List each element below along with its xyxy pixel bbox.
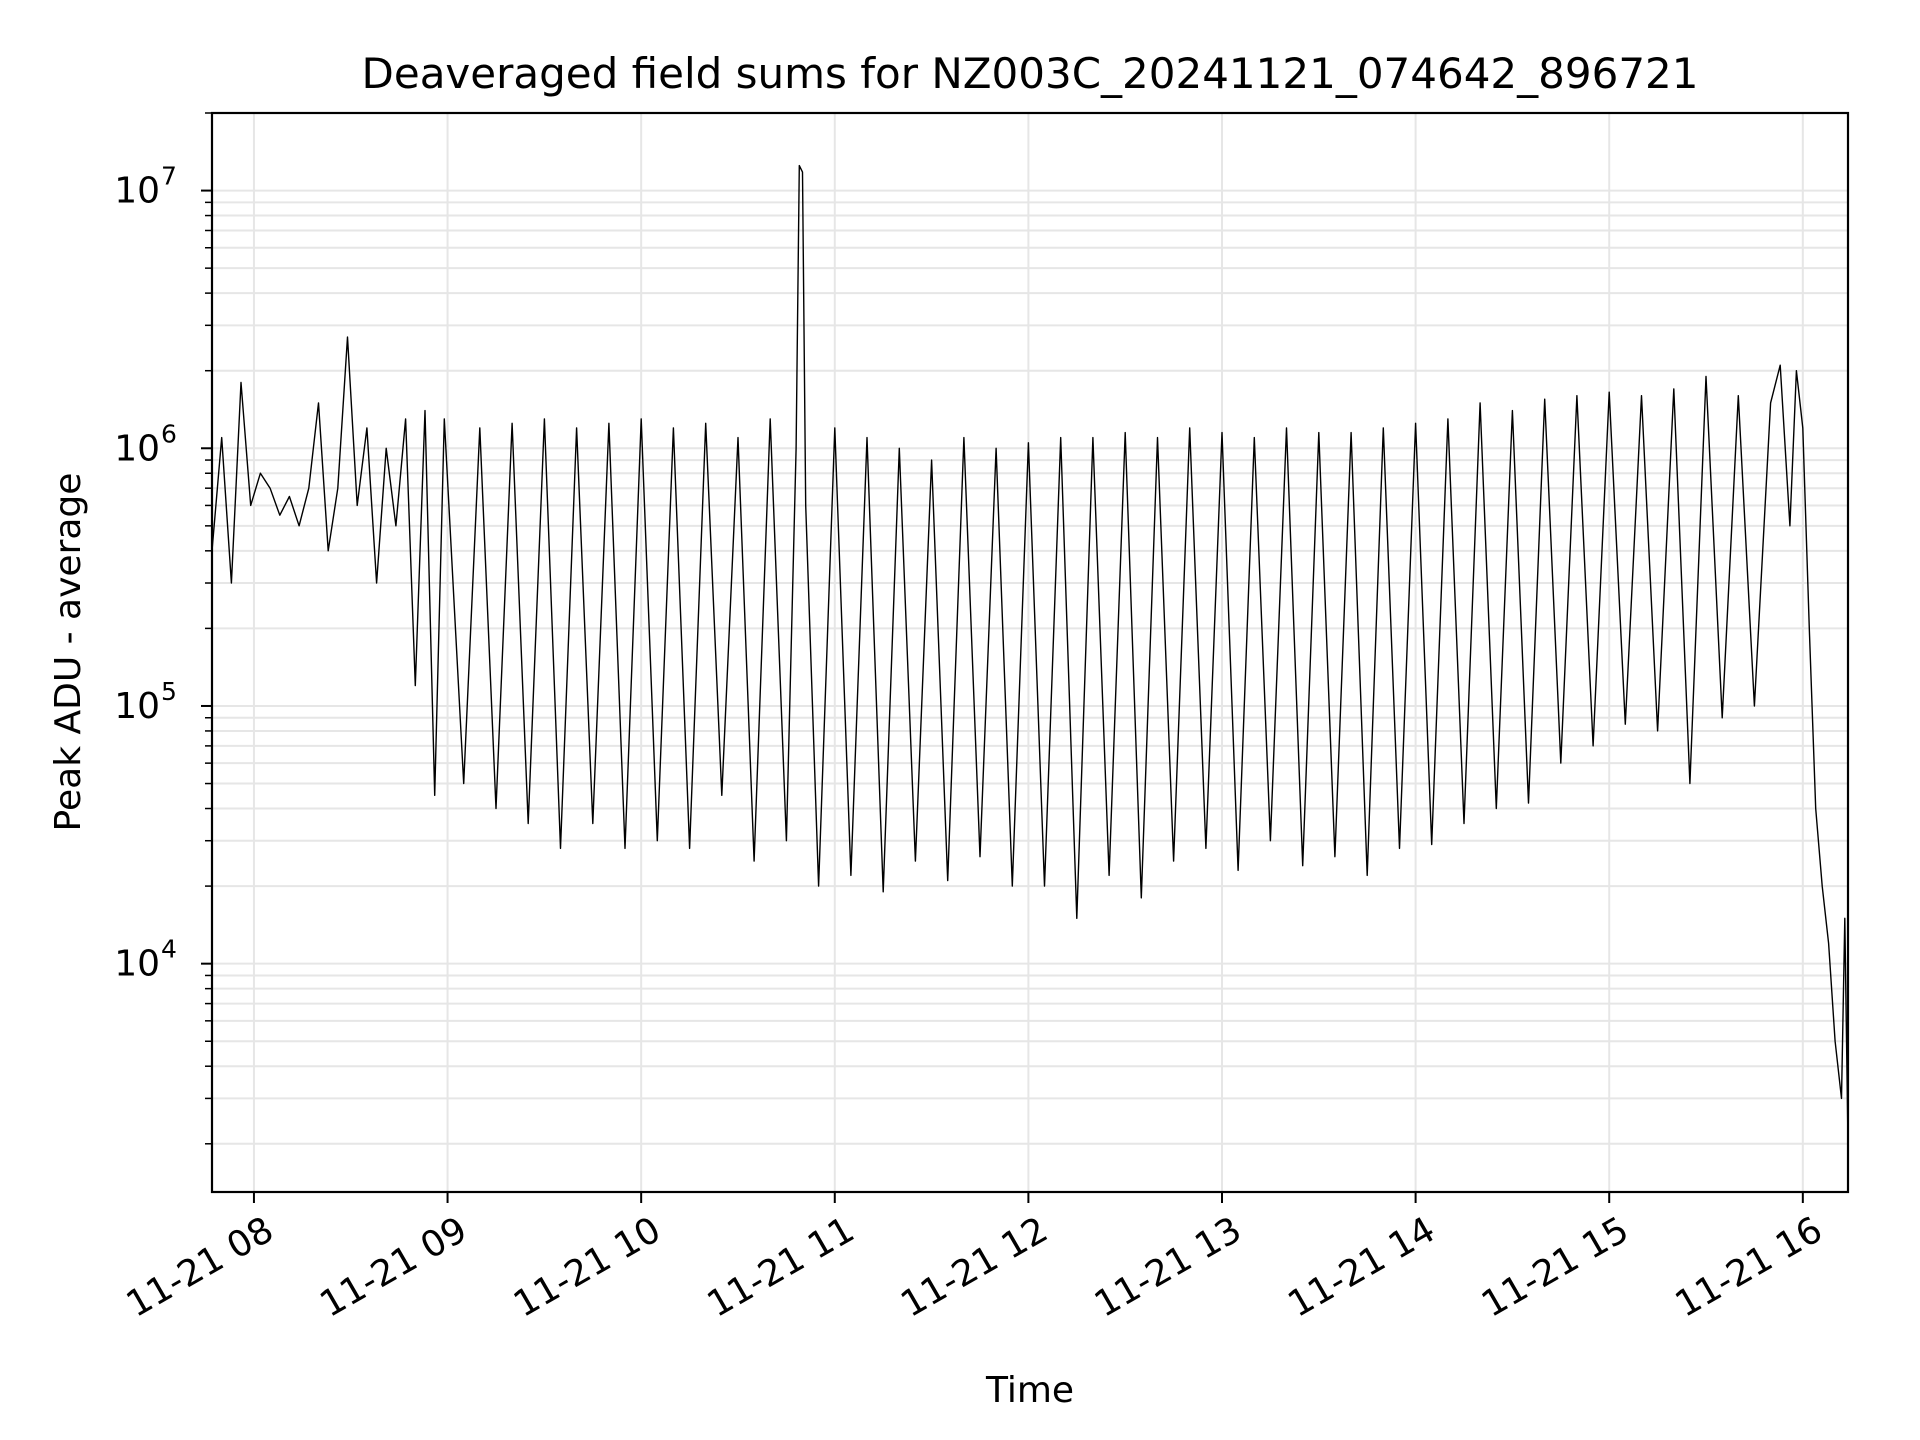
x-axis-label: Time [985, 1370, 1074, 1411]
y-tick-label: 10 [114, 944, 160, 985]
grid [205, 112, 1848, 1192]
y-tick-exponent: 7 [161, 162, 177, 191]
x-tick-label: 11-21 13 [1088, 1209, 1249, 1325]
y-tick-label: 10 [114, 171, 160, 212]
x-tick-label: 11-21 08 [120, 1209, 281, 1325]
x-tick-label: 11-21 09 [313, 1209, 474, 1325]
y-tick-label: 10 [114, 428, 160, 469]
plot-frame [210, 111, 1850, 1194]
x-tick-label: 11-21 10 [507, 1209, 668, 1325]
y-axis-label: Peak ADU - average [48, 473, 89, 832]
x-tick-label: 11-21 14 [1281, 1209, 1442, 1325]
x-tick-label: 11-21 16 [1669, 1209, 1830, 1325]
series-layer [211, 164, 1849, 1144]
x-tick-label: 11-21 11 [701, 1209, 862, 1325]
x-axis: 11-21 08 11-21 09 11-21 10 11-21 11 11-21 12… [120, 1192, 1830, 1326]
series-line [211, 164, 1849, 1144]
x-tick-label: 11-21 12 [894, 1209, 1055, 1325]
y-tick-exponent: 4 [161, 935, 177, 964]
y-tick-label: 10 [114, 686, 160, 727]
chart-title: Deaveraged field sums for NZ003C_2024112… [362, 49, 1699, 98]
y-tick-exponent: 5 [161, 677, 177, 706]
y-tick-exponent: 6 [161, 419, 177, 448]
x-tick-label: 11-21 15 [1475, 1209, 1636, 1325]
